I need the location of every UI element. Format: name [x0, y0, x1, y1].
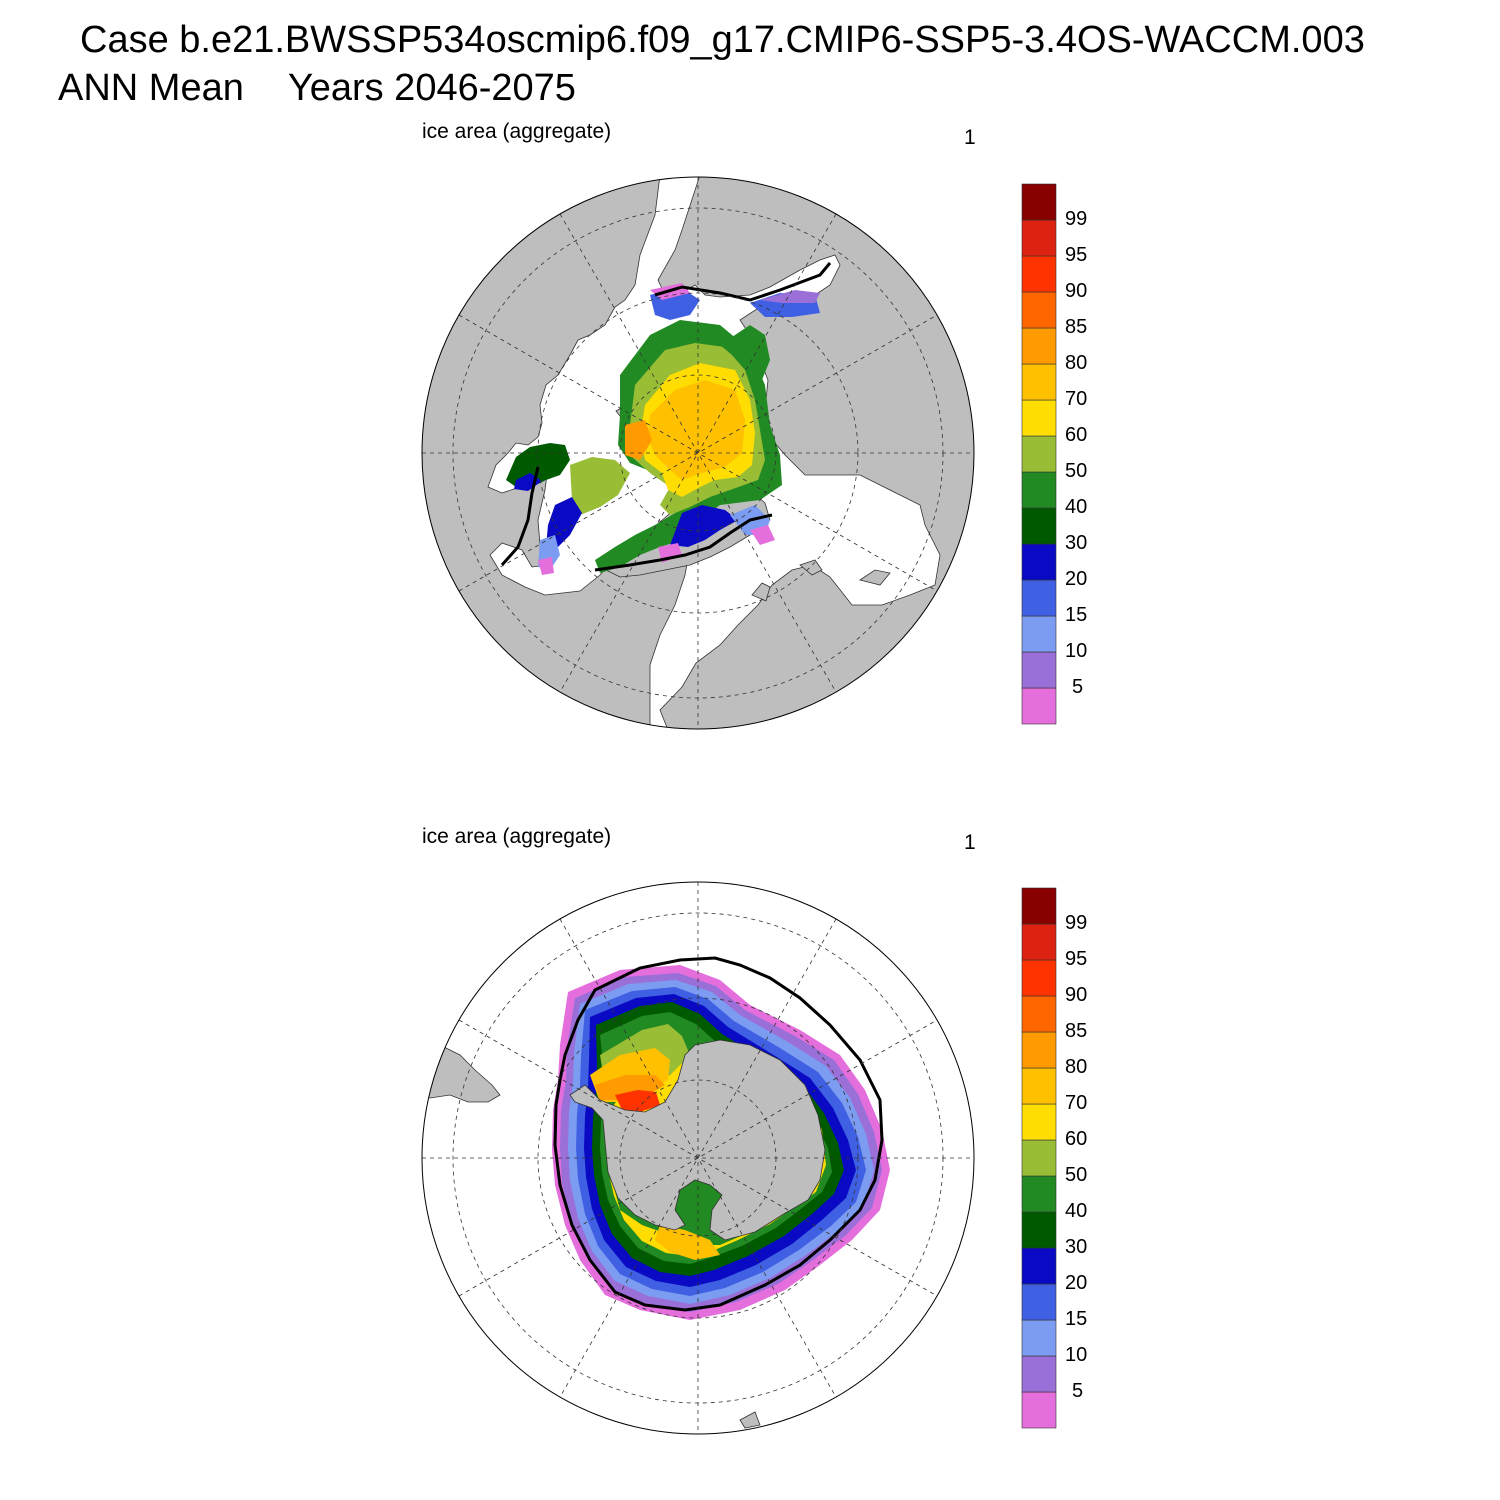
colorbar-tick-label: 95	[1065, 244, 1088, 266]
arctic-colorbar	[1021, 183, 1057, 725]
case-title: Case b.e21.BWSSP534oscmip6.f09_g17.CMIP6…	[80, 19, 1365, 61]
colorbar-tick-label: 99	[1065, 208, 1088, 230]
colorbar-tick-label: 20	[1065, 1272, 1088, 1294]
colorbar-tick-label: 5	[1072, 676, 1084, 698]
central-arctic-core	[648, 380, 745, 480]
colorbar-swatch	[1021, 291, 1057, 329]
sea-ice-weddell-red	[615, 1090, 660, 1112]
colorbar-tick-label: 5	[1072, 1380, 1084, 1402]
colorbar-swatch	[1021, 363, 1057, 401]
colorbar-tick-label: 15	[1065, 1308, 1088, 1330]
colorbar-tick-label: 50	[1065, 460, 1088, 482]
colorbar-tick-label: 95	[1065, 948, 1088, 970]
panel-2-label: ice area (aggregate)	[422, 825, 612, 848]
colorbar-swatch	[1021, 1067, 1057, 1105]
colorbar-tick-label: 10	[1065, 640, 1088, 662]
colorbar-swatch	[1021, 651, 1057, 689]
colorbar-swatch	[1021, 507, 1057, 545]
sea-ice-ross-core	[655, 1225, 720, 1260]
baffin-bay-ice	[570, 457, 630, 515]
colorbar-swatch	[1021, 615, 1057, 653]
antarctic-graticule	[422, 882, 974, 1434]
colorbar-tick-label: 15	[1065, 604, 1088, 626]
colorbar-swatch	[1021, 435, 1057, 473]
antarctica-land	[569, 1039, 826, 1241]
antarctic-map-border	[421, 881, 975, 1435]
colorbar-swatch	[1021, 1175, 1057, 1213]
antarctic-map	[421, 881, 975, 1435]
greenland-sea-ice	[670, 505, 738, 547]
arctic-sea-ice	[506, 283, 820, 575]
colorbar-swatch	[1021, 219, 1057, 257]
arctic-graticule	[422, 177, 974, 729]
labrador-ice-fringe	[538, 557, 554, 575]
colorbar-swatch	[1021, 1247, 1057, 1285]
colorbar-swatch	[1021, 471, 1057, 509]
colorbar-swatch	[1021, 1103, 1057, 1141]
labrador-ice-margin	[546, 497, 582, 547]
colorbar-tick-label: 70	[1065, 388, 1088, 410]
colorbar-tick-label: 99	[1065, 912, 1088, 934]
colorbar-swatch	[1021, 183, 1057, 221]
arctic-ice-edge-contour	[500, 262, 832, 572]
colorbar-swatch	[1021, 959, 1057, 997]
arctic-map	[421, 176, 975, 730]
barents-ice-fringe	[750, 525, 775, 545]
sub-antarctic-island	[739, 1411, 761, 1429]
colorbar-swatch	[1021, 923, 1057, 961]
okhotsk-ice-edge	[760, 290, 820, 303]
colorbar-swatch	[1021, 1283, 1057, 1321]
colorbar-tick-label: 60	[1065, 1128, 1088, 1150]
colorbar-swatch	[1021, 1139, 1057, 1177]
colorbar-tick-label: 30	[1065, 1236, 1088, 1258]
period-label: ANN Mean	[58, 67, 244, 109]
arctic-map-border	[421, 176, 975, 730]
hudson-bay-ice	[506, 443, 570, 487]
colorbar-swatch	[1021, 579, 1057, 617]
colorbar-tick-label: 20	[1065, 568, 1088, 590]
colorbar-swatch	[1021, 399, 1057, 437]
colorbar-tick-label: 30	[1065, 532, 1088, 554]
colorbar-swatch	[1021, 255, 1057, 293]
colorbar-tick-label: 85	[1065, 316, 1088, 338]
barents-ice	[720, 325, 770, 380]
central-arctic-orange	[625, 420, 652, 460]
colorbar-tick-label: 85	[1065, 1020, 1088, 1042]
colorbar-swatch	[1021, 1319, 1057, 1357]
colorbar-swatch	[1021, 327, 1057, 365]
colorbar-tick-label: 80	[1065, 352, 1088, 374]
colorbar-swatch	[1021, 1391, 1057, 1429]
colorbar-tick-label: 60	[1065, 424, 1088, 446]
colorbar-swatch	[1021, 687, 1057, 725]
colorbar-tick-label: 70	[1065, 1092, 1088, 1114]
colorbar-tick-label: 40	[1065, 1200, 1088, 1222]
colorbar-tick-label: 50	[1065, 1164, 1088, 1186]
colorbar-swatch	[1021, 543, 1057, 581]
colorbar-tick-label: 80	[1065, 1056, 1088, 1078]
panel-1-index: 1	[964, 126, 976, 149]
period-subtitle: ANN Mean Years 2046-2075	[58, 66, 576, 110]
colorbar-tick-label: 10	[1065, 1344, 1088, 1366]
antarctic-ice-edge-contour	[553, 956, 884, 1312]
colorbar-tick-label: 90	[1065, 984, 1088, 1006]
colorbar-swatch	[1021, 1031, 1057, 1069]
colorbar-tick-label: 40	[1065, 496, 1088, 518]
antarctic-colorbar	[1021, 887, 1057, 1429]
colorbar-tick-label: 90	[1065, 280, 1088, 302]
colorbar-swatch	[1021, 995, 1057, 1033]
panel-2-index: 1	[964, 831, 976, 854]
colorbar-swatch	[1021, 1355, 1057, 1393]
colorbar-swatch	[1021, 887, 1057, 925]
panel-1-label: ice area (aggregate)	[422, 120, 612, 143]
years-label: Years 2046-2075	[287, 67, 576, 109]
colorbar-swatch	[1021, 1211, 1057, 1249]
